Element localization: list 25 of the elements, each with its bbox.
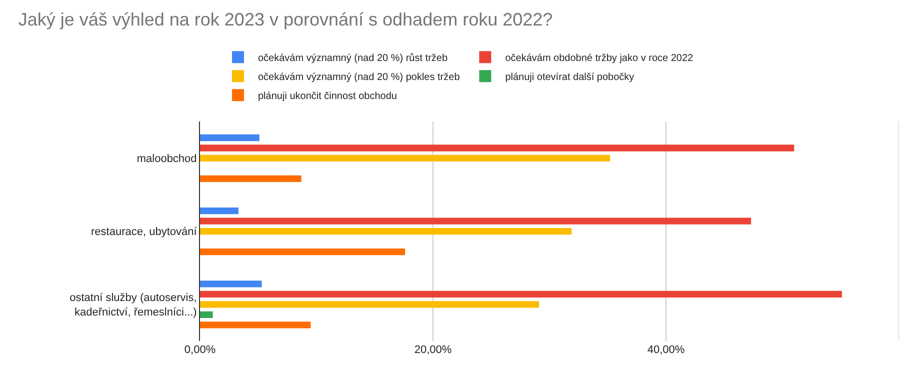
legend-label: očekávám významný (nad 20 %) růst tržeb <box>258 52 448 64</box>
bar <box>200 208 238 214</box>
bar <box>200 311 213 318</box>
bar <box>200 248 406 256</box>
chart-title: Jaký je váš výhled na rok 2023 v porovnání s odhadem roku 2022? <box>18 10 553 30</box>
x-tick-label: 20,00% <box>414 344 452 356</box>
legend-label: očekávám obdobné tržby jako v roce 2022 <box>505 53 694 64</box>
bar <box>200 322 311 328</box>
bar <box>200 290 842 298</box>
bar <box>200 228 572 235</box>
bar <box>200 154 610 162</box>
y-tick-label: maloobchod <box>136 153 197 166</box>
y-tick-label: ostatní služby (autoservis, kadeřnictví, řemeslníci...) <box>70 292 197 318</box>
y-tick-label: restaurace, ubytování <box>91 226 198 238</box>
bar <box>200 144 794 152</box>
x-tick-label: 0,00% <box>184 344 216 356</box>
legend-label: plánuji otevírat další pobočky <box>505 72 634 84</box>
bar <box>200 280 262 288</box>
legend-label: očekávám významný (nad 20 %) pokles tržeb <box>258 72 460 84</box>
bar <box>200 301 540 308</box>
bar <box>200 175 302 182</box>
x-tick-label: 40,00% <box>647 344 685 356</box>
legend-label: plánuji ukončit činnost obchodu <box>258 91 397 102</box>
bar <box>200 134 260 142</box>
bar <box>200 218 752 224</box>
